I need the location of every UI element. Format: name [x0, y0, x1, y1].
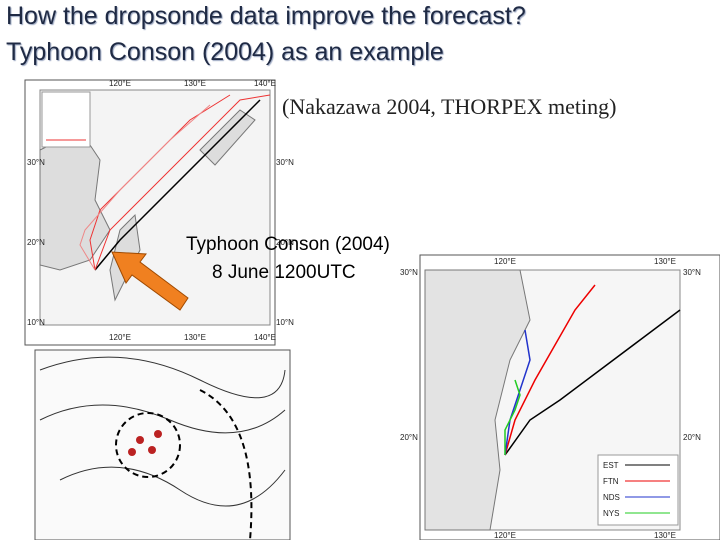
track-map	[24, 79, 276, 346]
dropsonde	[154, 430, 162, 438]
legend-label: EST	[603, 461, 619, 470]
forecast-track	[94, 94, 271, 271]
land	[199, 109, 256, 166]
isobar	[39, 356, 286, 399]
legend-box	[41, 91, 91, 148]
title: Typhoon Conson (2004) as an example	[6, 38, 444, 66]
annotation: 8 June 1200UTC	[212, 262, 356, 283]
arrow	[111, 251, 189, 311]
lon-label: 130°E	[184, 79, 206, 88]
lon-label: 140°E	[254, 79, 276, 88]
lat-label: 10°N	[276, 318, 294, 327]
lon-label: 130°E	[184, 333, 206, 342]
dropsonde-area	[115, 412, 181, 478]
lon-label: 120°E	[109, 333, 131, 342]
ftn-track	[504, 284, 596, 456]
legend-label: NYS	[603, 509, 619, 518]
lon-label: 120°E	[494, 257, 516, 266]
lat-label: 30°N	[27, 158, 45, 167]
front	[199, 389, 253, 540]
zoom-map	[419, 254, 720, 540]
lon-label: 120°E	[109, 79, 131, 88]
lat-label: 20°N	[276, 238, 294, 247]
legend-label: FTN	[603, 477, 619, 486]
lon-label: 120°E	[494, 531, 516, 540]
dropsonde	[148, 446, 156, 454]
lat-label: 30°N	[276, 158, 294, 167]
isobar	[39, 404, 286, 434]
legend-label: NDS	[603, 493, 620, 502]
best-track	[504, 309, 681, 456]
nds-track	[504, 329, 531, 456]
land	[424, 269, 531, 531]
lat-label: 30°N	[683, 268, 701, 277]
forecast-track	[79, 104, 211, 271]
nys-track	[504, 379, 521, 455]
lon-label: 140°E	[254, 333, 276, 342]
lat-label: 20°N	[400, 433, 418, 442]
isobar	[59, 466, 286, 507]
lat-label: 30°N	[400, 268, 418, 277]
annotation: Typhoon Conson (2004)	[186, 234, 390, 255]
weather-map	[34, 349, 291, 540]
dropsonde	[136, 436, 144, 444]
lon-label: 130°E	[654, 531, 676, 540]
map-frame	[34, 349, 291, 540]
lon-label: 130°E	[654, 257, 676, 266]
citation: (Nakazawa 2004, THORPEX meting)	[282, 94, 617, 119]
lat-label: 20°N	[27, 238, 45, 247]
dropsonde	[128, 448, 136, 456]
title: How the dropsonde data improve the forec…	[6, 2, 526, 30]
lat-label: 20°N	[683, 433, 701, 442]
lat-label: 10°N	[27, 318, 45, 327]
best-track	[94, 99, 261, 271]
